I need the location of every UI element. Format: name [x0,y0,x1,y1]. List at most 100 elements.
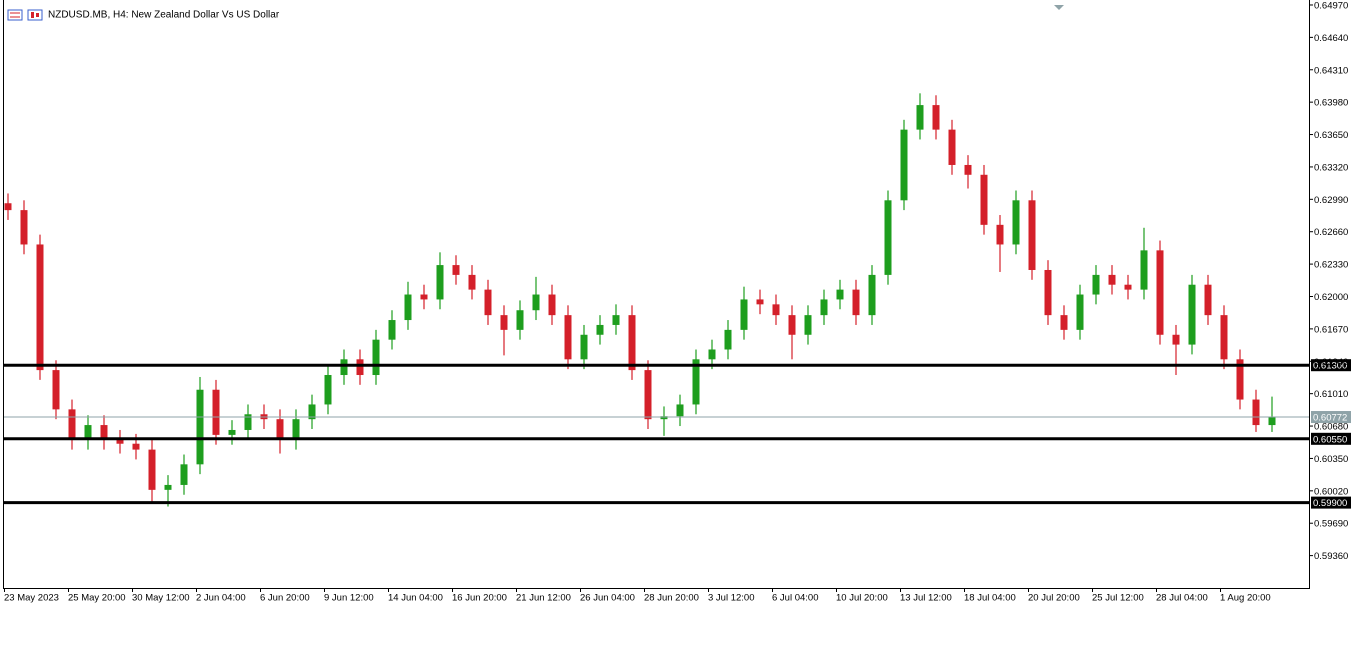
y-tick-label: 0.63980 [1314,98,1348,109]
y-tick-label: 0.60350 [1314,454,1348,465]
candle-body [740,299,748,330]
candle-body [948,129,956,165]
x-tick-label: 3 Jul 12:00 [708,593,754,604]
chart-title: NZDUSD.MB, H4: New Zealand Dollar Vs US … [48,10,280,21]
shift-marker [1054,5,1064,10]
x-tick-label: 25 Jul 12:00 [1092,593,1144,604]
candle-body [100,425,108,440]
x-tick-label: 6 Jun 20:00 [260,593,310,604]
candle-body [68,409,76,440]
y-tick-label: 0.64970 [1314,0,1348,11]
candle-body [308,404,316,420]
candle-body [468,274,476,290]
candle-body [1220,315,1228,360]
candle-body [580,334,588,360]
level-label: 0.59900 [1313,498,1347,509]
candle-body [1236,359,1244,400]
candle-body [452,265,460,275]
candle-body [196,389,204,465]
x-tick-label: 21 Jun 12:00 [516,593,571,604]
x-tick-label: 13 Jul 12:00 [900,593,952,604]
y-tick-label: 0.64640 [1314,33,1348,44]
candle-body [1140,250,1148,290]
level-box [1311,359,1351,372]
candle-body [148,449,156,490]
candle-body [788,315,796,335]
candle-body [1124,284,1132,290]
candle-body [516,310,524,330]
candle-body [900,129,908,201]
y-tick-label: 0.63650 [1314,130,1348,141]
candle-body [596,324,604,335]
candle-body [980,174,988,225]
x-tick-label: 28 Jun 20:00 [644,593,699,604]
candle-body [692,359,700,405]
x-tick-label: 9 Jun 12:00 [324,593,374,604]
icon [36,13,39,17]
candle-body [884,200,892,275]
candle-body [164,484,172,490]
candle-body [916,105,924,130]
x-tick-label: 23 May 2023 [4,593,59,604]
y-tick-label: 0.60020 [1314,486,1348,497]
x-tick-label: 1 Aug 20:00 [1220,593,1271,604]
overlay: 0.60772 0.61300 0.60550 0.59900 [4,359,1351,509]
x-tick-label: 25 May 20:00 [68,593,126,604]
y-tick-label: 0.59360 [1314,551,1348,562]
candle-body [1076,294,1084,330]
y-tick-label: 0.60680 [1314,422,1348,433]
candle-body [372,339,380,376]
candle-body [132,443,140,450]
candle-body [500,315,508,330]
candle-body [1028,200,1036,270]
level-box [1311,496,1351,509]
candle-body [52,370,60,410]
x-tick-label: 6 Jul 04:00 [772,593,818,604]
candle-body [564,315,572,360]
candle-body [484,289,492,316]
candle-body [932,105,940,130]
candle-body [1092,274,1100,295]
candle-body [772,304,780,316]
candle-body [36,244,44,371]
candle-body [532,294,540,311]
candle-body [1204,284,1212,316]
candle-body [420,294,428,300]
x-tick-label: 2 Jun 04:00 [196,593,246,604]
y-tick-label: 0.61670 [1314,324,1348,335]
icon [7,9,23,21]
candle-body [404,294,412,321]
candle-body [804,315,812,335]
icon [31,12,34,18]
candle-body [756,299,764,305]
current-price-label: 0.60772 [1313,413,1347,424]
y-tick-label: 0.63320 [1314,162,1348,173]
candle-body [964,164,972,175]
candle-body [1252,399,1260,426]
candle-body [1060,315,1068,330]
chart-icons [7,9,43,21]
candle-body [548,294,556,316]
candle-body [20,210,28,245]
candle-body [612,315,620,325]
candle-body [212,389,220,435]
candle-body [244,414,252,430]
candle-body [852,289,860,316]
y-tick-label: 0.61010 [1314,389,1348,400]
candle-body [1044,269,1052,316]
current-price-box [1311,411,1351,424]
candle-body [356,359,364,376]
candle-body [340,359,348,376]
level-label: 0.61300 [1313,361,1347,372]
candle-body [1188,284,1196,345]
x-tick-label: 26 Jun 04:00 [580,593,635,604]
candle-body [1172,334,1180,345]
y-tick-label: 0.61340 [1314,357,1348,368]
candle-body [1108,274,1116,285]
x-tick-label: 10 Jul 20:00 [836,593,888,604]
candle-body [868,274,876,316]
x-tick-label: 18 Jul 04:00 [964,593,1016,604]
x-tick-label: 14 Jun 04:00 [388,593,443,604]
